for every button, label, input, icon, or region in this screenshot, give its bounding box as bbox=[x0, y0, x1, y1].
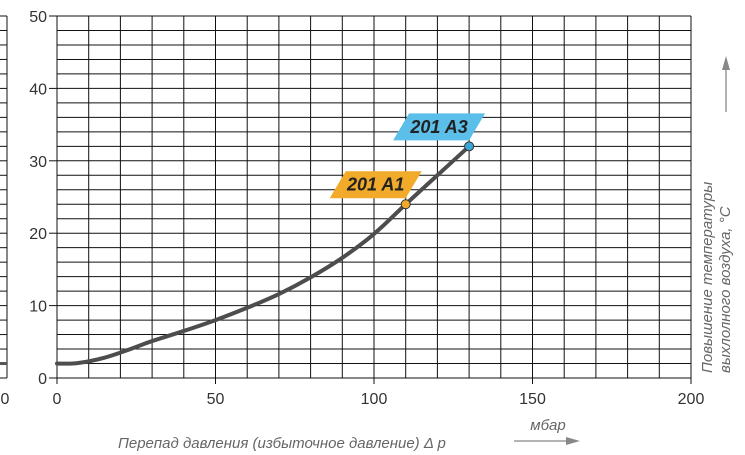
series bbox=[55, 144, 472, 366]
annotation-tag-label: 201 A1 bbox=[346, 175, 404, 195]
x-tick-label: 50 bbox=[207, 391, 225, 408]
y-tick-label: 40 bbox=[29, 81, 47, 98]
x-axis-arrow bbox=[514, 437, 580, 445]
y-tick-label: 10 bbox=[29, 299, 47, 316]
annotation-201-a3: 201 A3 bbox=[393, 113, 486, 152]
x-tick-label: 100 bbox=[361, 391, 388, 408]
annotations: 201 A1 201 A3 bbox=[329, 113, 486, 210]
series-line bbox=[55, 144, 472, 366]
y-tick-label: 20 bbox=[29, 226, 47, 243]
annotation-tag-label: 201 A3 bbox=[409, 117, 467, 137]
x-tick-label: 200 bbox=[678, 391, 705, 408]
y-axis-title-line1: Повышение температуры bbox=[699, 182, 716, 373]
annotation-201-a1: 201 A1 bbox=[329, 171, 422, 210]
grid bbox=[56, 15, 692, 379]
y-axis-arrow bbox=[722, 56, 730, 112]
axes bbox=[49, 15, 692, 384]
annotation-tag-bg bbox=[329, 171, 422, 199]
x-tick-labels: 0 50 100 150 200 bbox=[53, 391, 705, 408]
x-axis-unit: мбар bbox=[530, 417, 565, 434]
y-tick-labels: 0 10 20 30 40 50 bbox=[29, 9, 47, 388]
annotation-tag-bg bbox=[393, 113, 486, 141]
x-tick-label: 0 bbox=[53, 391, 62, 408]
y-tick-label: 50 bbox=[29, 9, 47, 26]
y-axis-title-line2: выхлолного воздуха, °C bbox=[717, 206, 734, 373]
x-tick-label: 150 bbox=[519, 391, 546, 408]
annotation-point bbox=[464, 141, 475, 152]
y-tick-label: 0 bbox=[38, 371, 47, 388]
left-stub-tick-label: 0 bbox=[1, 391, 10, 408]
y-tick-label: 30 bbox=[29, 154, 47, 171]
left-partial-chart-edge bbox=[0, 15, 8, 379]
x-axis-title: Перепад давления (избыточное давление) Δ… bbox=[118, 435, 446, 452]
annotation-point bbox=[400, 199, 411, 210]
